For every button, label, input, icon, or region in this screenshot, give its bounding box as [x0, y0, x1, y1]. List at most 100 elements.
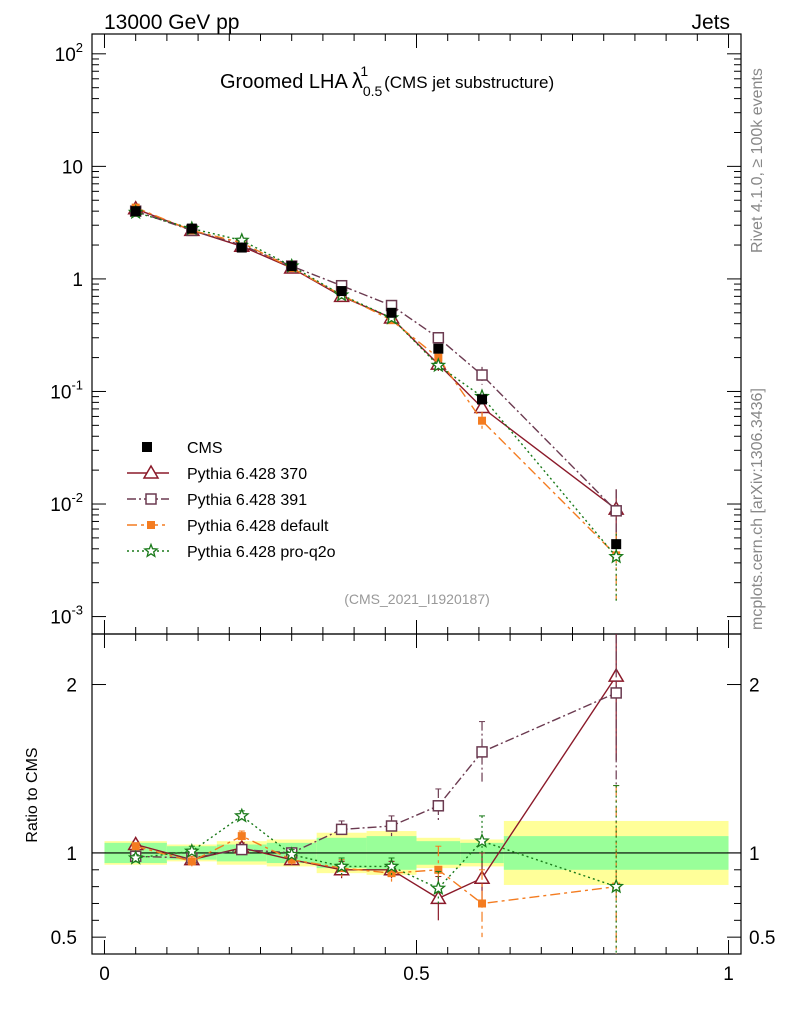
y-tick-label: 10	[62, 157, 83, 178]
legend-marker-shape	[145, 493, 157, 505]
ratio-point-shape	[131, 842, 140, 851]
data-point-shape	[286, 261, 297, 272]
series-point-shape	[476, 369, 488, 381]
legend-marker	[143, 542, 159, 558]
legend-marker-data-shape	[142, 442, 152, 452]
data-point	[477, 394, 488, 405]
series-point	[610, 505, 622, 517]
y-tick-exp: 2	[76, 40, 83, 55]
ratio-point-shape	[187, 857, 196, 866]
ratio-point-shape	[335, 823, 348, 836]
data-point-shape	[477, 394, 488, 405]
ratio-point	[335, 823, 348, 836]
data-point-shape	[236, 242, 247, 253]
legend: CMS Pythia 6.428 370 Pythia 6.428 391 Pythi…	[127, 440, 336, 561]
ratio-point	[478, 899, 487, 908]
ratio-point	[283, 846, 300, 862]
ratio-point	[385, 820, 398, 832]
y-tick-base: 10	[55, 45, 76, 66]
y-tick-base: 10	[50, 382, 71, 403]
series-point	[430, 357, 447, 373]
ratio-point-shape	[430, 879, 447, 896]
series-line-3	[135, 211, 617, 558]
ratio-point	[430, 879, 447, 896]
data-point-shape	[130, 206, 141, 217]
y-tick-base: 10	[62, 157, 83, 178]
ratio-point-shape	[432, 800, 445, 812]
legend-marker	[142, 464, 160, 479]
y-tick-label: 10-3	[50, 603, 83, 629]
data-point	[236, 242, 247, 253]
x-tick-label: 0	[99, 964, 110, 985]
series-line-0	[135, 208, 617, 510]
ratio-point-shape	[610, 687, 622, 699]
ratio-point	[434, 865, 443, 874]
ratio-point	[127, 849, 144, 865]
x-tick-label: 0.5	[403, 964, 429, 985]
ratio-frame	[91, 633, 742, 955]
ratio-point	[610, 687, 622, 699]
legend-marker-shape	[143, 542, 159, 558]
ratio-series-line-3	[135, 815, 617, 890]
series-line-1	[135, 210, 617, 512]
ratio-point-shape	[608, 878, 625, 894]
series-point-shape	[478, 416, 487, 425]
ratio-y-tick-label-right: 1	[749, 844, 760, 865]
ratio-y-tick-label-right: 0.5	[749, 928, 775, 949]
ratio-point	[383, 858, 400, 874]
chart-title-sup: 1	[360, 63, 368, 79]
data-point	[286, 261, 297, 272]
legend-label: Pythia 6.428 370	[187, 466, 307, 483]
x-tick-label: 1	[723, 964, 734, 985]
ratio-point	[333, 858, 350, 874]
y-tick-label: 10-1	[50, 377, 83, 403]
ratio-point-shape	[127, 849, 144, 865]
ratio-y-label: Ratio to CMS	[24, 747, 41, 842]
ratio-point	[474, 832, 490, 848]
data-point	[186, 223, 197, 234]
series-point-shape	[608, 548, 625, 564]
analysis-id: (CMS_2021_I1920187)	[344, 591, 490, 607]
side-label-bottom: mcplots.cern.ch [arXiv:1306.3436]	[749, 388, 766, 630]
data-point	[336, 286, 347, 297]
ratio-point-shape	[478, 899, 487, 908]
ratio-point-shape	[233, 807, 250, 823]
ratio-y-tick-label: 1	[66, 844, 77, 865]
data-point-shape	[186, 223, 197, 234]
ratio-point	[187, 857, 196, 866]
data-point-shape	[336, 286, 347, 297]
ratio-point	[432, 800, 445, 812]
data-point	[386, 307, 397, 318]
ratio-point-shape	[283, 846, 300, 862]
y-tick-base: 1	[72, 270, 83, 291]
data-point-shape	[611, 539, 622, 550]
legend-marker	[145, 493, 157, 505]
legend-marker	[147, 521, 155, 529]
series-point	[478, 416, 487, 425]
y-tick-exp: -1	[71, 377, 83, 392]
ratio-point	[233, 807, 250, 823]
legend-label: Pythia 6.428 391	[187, 492, 307, 509]
ratio-point-shape	[474, 832, 490, 848]
series-point	[476, 369, 488, 381]
ratio-point-shape	[476, 746, 488, 758]
y-tick-base: 10	[50, 608, 71, 629]
ratio-point-shape	[237, 832, 246, 841]
legend-marker-shape	[142, 464, 160, 479]
ratio-point-shape	[333, 858, 350, 874]
legend-marker-shape	[147, 521, 155, 529]
chart-title-main: Groomed LHA	[220, 71, 348, 93]
data-point	[611, 539, 622, 550]
y-tick-base: 10	[50, 495, 71, 516]
ratio-point-shape	[236, 843, 248, 856]
side-label-top: Rivet 4.1.0, ≥ 100k events	[749, 68, 766, 253]
y-tick-exp: -2	[71, 490, 83, 505]
ratio-y-tick-label: 0.5	[51, 928, 77, 949]
legend-label: Pythia 6.428 default	[187, 518, 329, 535]
y-tick-label: 102	[55, 40, 83, 66]
legend-label: Pythia 6.428 pro-q2o	[187, 544, 336, 561]
ratio-point	[183, 843, 200, 858]
series-point	[608, 548, 625, 564]
